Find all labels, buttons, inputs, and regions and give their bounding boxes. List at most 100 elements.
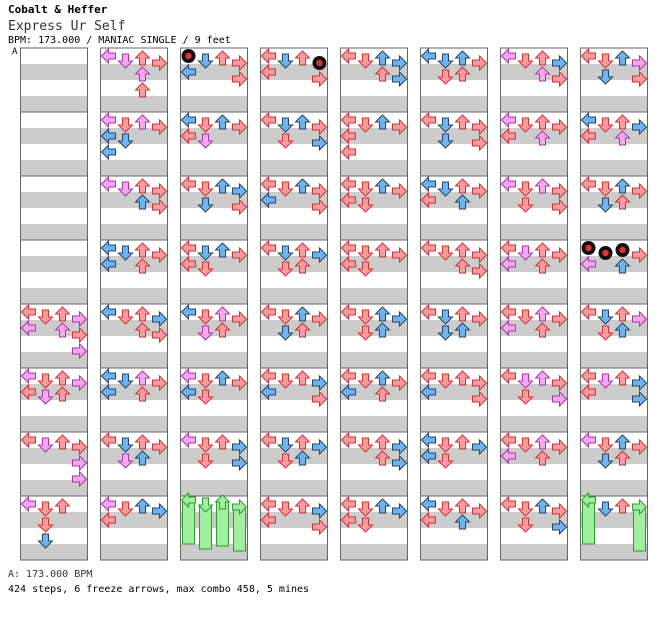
step-arrow-icon: [180, 63, 196, 81]
step-arrow-icon: [632, 246, 648, 264]
step-arrow-icon: [294, 370, 311, 386]
beat-band: [100, 320, 168, 336]
beat-band: [180, 512, 248, 528]
beat-band: [420, 288, 488, 304]
step-arrow-icon: [117, 437, 134, 453]
step-arrow-icon: [100, 111, 116, 129]
step-arrow-icon: [500, 367, 516, 385]
step-arrow-icon: [454, 66, 471, 82]
step-arrow-icon: [294, 498, 311, 514]
step-arrow-icon: [552, 374, 568, 392]
step-arrow-icon: [100, 367, 116, 385]
beat-band: [420, 448, 488, 464]
step-arrow-icon: [197, 309, 214, 325]
step-arrow-icon: [294, 114, 311, 130]
step-arrow-icon: [500, 111, 516, 129]
step-arrow-icon: [232, 70, 248, 88]
step-arrow-icon: [357, 325, 374, 341]
step-arrow-icon: [214, 370, 231, 386]
step-arrow-icon: [100, 431, 116, 449]
step-arrow-icon: [454, 306, 471, 322]
step-arrow-icon: [614, 194, 631, 210]
step-arrow-icon: [552, 438, 568, 456]
step-arrow-icon: [437, 117, 454, 133]
step-arrow-icon: [197, 133, 214, 149]
step-arrow-icon: [420, 383, 436, 401]
step-arrow-icon: [437, 437, 454, 453]
step-arrow-icon: [180, 303, 196, 321]
beat-band: [340, 416, 408, 432]
step-arrow-icon: [614, 370, 631, 386]
step-arrow-icon: [214, 50, 231, 66]
step-arrow-icon: [420, 447, 436, 465]
step-arrow-icon: [580, 47, 596, 65]
step-arrow-icon: [197, 389, 214, 405]
step-arrow-icon: [100, 175, 116, 193]
freeze-arrow-icon: [632, 498, 648, 552]
beat-band: [340, 128, 408, 144]
step-arrow-icon: [632, 374, 648, 392]
step-arrow-icon: [614, 114, 631, 130]
step-arrow-icon: [277, 261, 294, 277]
step-arrow-icon: [632, 70, 648, 88]
step-arrow-icon: [614, 322, 631, 338]
column-border: [500, 47, 568, 561]
step-arrow-icon: [454, 258, 471, 274]
step-arrow-icon: [437, 309, 454, 325]
step-arrow-icon: [54, 306, 71, 322]
beat-band: [180, 544, 248, 560]
step-arrow-icon: [392, 182, 408, 200]
step-arrow-icon: [534, 434, 551, 450]
beat-band: [180, 224, 248, 240]
step-arrow-icon: [552, 390, 568, 408]
step-arrow-icon: [580, 255, 596, 273]
beat-band: [420, 416, 488, 432]
beat-band: [20, 384, 88, 400]
step-arrow-icon: [134, 242, 151, 258]
step-arrow-icon: [420, 511, 436, 529]
step-arrow-icon: [437, 53, 454, 69]
step-arrow-icon: [517, 117, 534, 133]
beat-band: [260, 128, 328, 144]
step-arrow-icon: [392, 118, 408, 136]
beat-band: [580, 384, 648, 400]
beat-band: [500, 288, 568, 304]
beat-band: [340, 384, 408, 400]
step-arrow-icon: [260, 239, 276, 257]
step-arrow-icon: [20, 383, 36, 401]
step-arrow-icon: [632, 54, 648, 72]
step-arrow-icon: [260, 175, 276, 193]
beat-band: [420, 64, 488, 80]
beat-band: [580, 416, 648, 432]
beat-band: [100, 544, 168, 560]
step-arrow-icon: [472, 374, 488, 392]
step-arrow-icon: [20, 431, 36, 449]
step-arrow-icon: [117, 373, 134, 389]
step-arrow-icon: [20, 319, 36, 337]
step-arrow-icon: [197, 437, 214, 453]
step-arrow-icon: [277, 325, 294, 341]
step-arrow-icon: [500, 447, 516, 465]
step-arrow-icon: [232, 374, 248, 392]
beat-band: [100, 128, 168, 144]
column-border: [100, 47, 168, 561]
beat-band: [500, 160, 568, 176]
step-arrow-icon: [54, 498, 71, 514]
step-arrow-icon: [277, 437, 294, 453]
step-arrow-icon: [134, 322, 151, 338]
step-arrow-icon: [597, 53, 614, 69]
step-arrow-icon: [134, 450, 151, 466]
freeze-arrow-icon: [180, 491, 196, 545]
step-arrow-icon: [392, 310, 408, 328]
beat-band: [260, 192, 328, 208]
step-arrow-icon: [134, 178, 151, 194]
step-arrow-icon: [197, 261, 214, 277]
column-border: [580, 47, 648, 561]
step-arrow-icon: [472, 246, 488, 264]
mine-icon: [598, 246, 613, 260]
step-arrow-icon: [277, 309, 294, 325]
step-arrow-icon: [20, 367, 36, 385]
step-arrow-icon: [232, 438, 248, 456]
step-arrow-icon: [277, 181, 294, 197]
